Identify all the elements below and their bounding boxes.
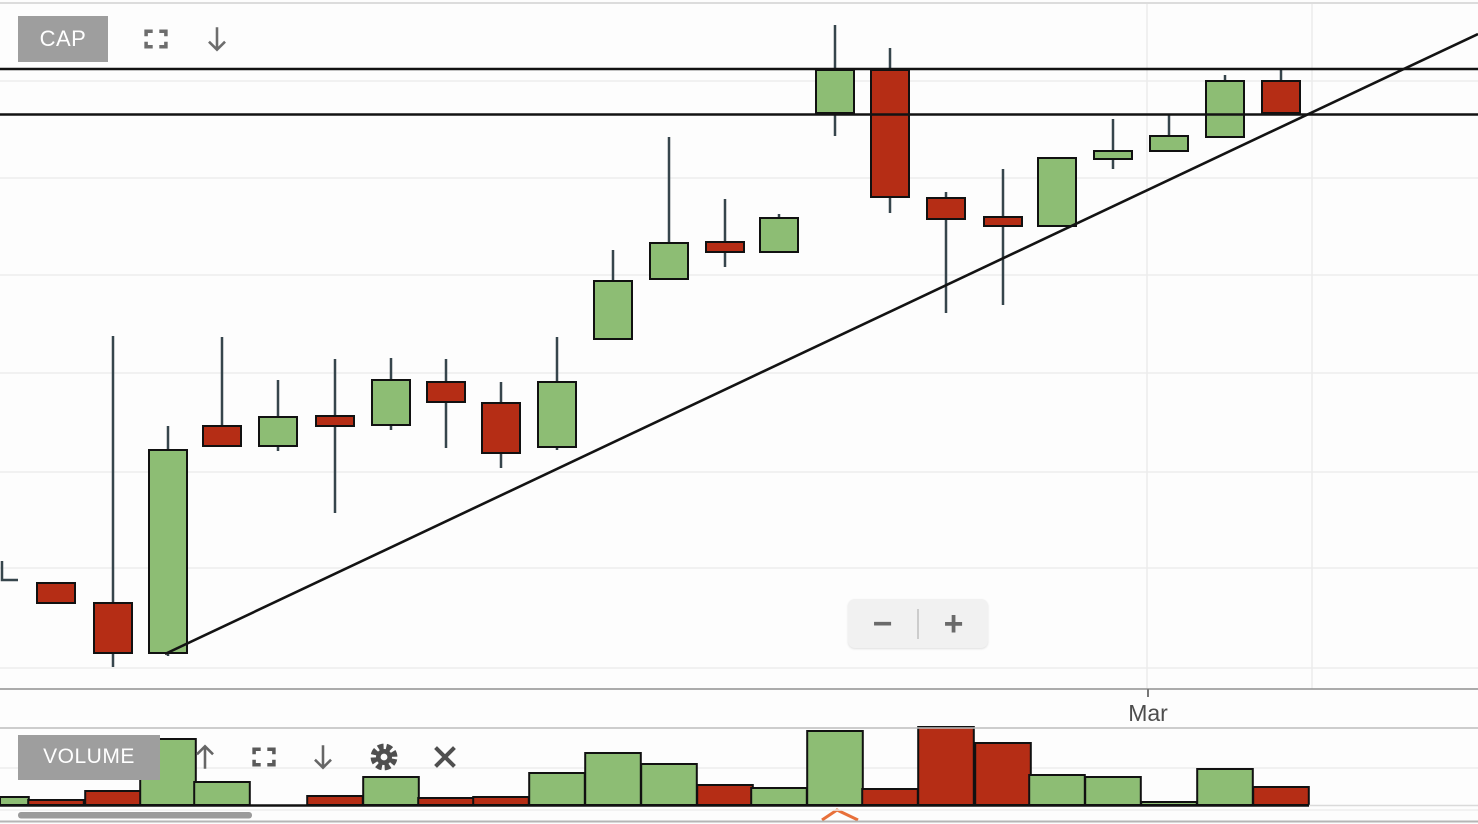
- candle-body-down: [926, 197, 966, 220]
- volume-bar-up: [0, 796, 30, 806]
- zoom-in-button[interactable]: +: [919, 599, 988, 648]
- volume-bar-up: [1028, 774, 1086, 806]
- volume-bar-up: [1084, 776, 1142, 806]
- partial-candle-mark: [0, 561, 18, 582]
- candle-body-down: [315, 415, 355, 427]
- candle-body-down: [481, 402, 521, 454]
- volume-bar-down: [1252, 786, 1310, 806]
- volume-bar-up: [1196, 768, 1254, 806]
- volume-bar-down: [974, 742, 1032, 806]
- volume-bar-down: [84, 790, 142, 806]
- main-pane-toolbar: CAP: [18, 15, 230, 63]
- candle-body-up: [593, 280, 633, 340]
- expand-volume-pane-icon[interactable]: [250, 746, 278, 768]
- move-pane-down-icon[interactable]: [204, 24, 230, 54]
- expand-icon: [252, 747, 276, 767]
- zoom-control-divider: [917, 608, 919, 639]
- expand-pane-icon[interactable]: [142, 28, 170, 50]
- candle-body-up: [815, 69, 855, 114]
- volume-bar-up: [362, 776, 420, 806]
- candle-body-up: [148, 449, 188, 654]
- candle-body-up: [759, 217, 799, 253]
- close-icon: [434, 746, 456, 768]
- candle-body-down: [36, 582, 76, 604]
- volume-badge[interactable]: VOLUME: [18, 734, 160, 780]
- gear-icon: [370, 743, 398, 771]
- zoom-control: − +: [848, 599, 988, 648]
- volume-bar-down: [917, 726, 975, 806]
- symbol-badge[interactable]: CAP: [18, 16, 108, 62]
- volume-bar-up: [640, 763, 698, 806]
- volume-bar-up: [750, 787, 808, 806]
- volume-bar-down: [306, 795, 364, 806]
- candle-body-up: [1037, 157, 1077, 227]
- candle-body-down: [705, 241, 745, 253]
- volume-bar-up: [528, 772, 586, 806]
- trendline[interactable]: [164, 32, 1478, 656]
- volume-pane-toolbar: VOLUME: [18, 733, 458, 781]
- candle-body-down: [202, 425, 242, 447]
- candle-body-up: [1149, 135, 1189, 152]
- volume-bar-up: [806, 730, 864, 806]
- volume-bar-down: [696, 784, 754, 806]
- volume-bar-down: [472, 796, 530, 806]
- volume-settings-icon[interactable]: [368, 741, 400, 773]
- candle-body-up: [258, 416, 298, 447]
- horizontal-scrollbar-thumb[interactable]: [18, 812, 252, 819]
- candle-body-down: [983, 216, 1023, 227]
- volume-bar-down: [861, 788, 919, 806]
- time-axis-month-label: Mar: [1128, 700, 1168, 726]
- candle-body-down: [93, 602, 133, 654]
- candle-body-down: [426, 381, 466, 403]
- candle-body-up: [537, 381, 577, 448]
- candle-body-up: [371, 379, 411, 426]
- volume-bar-down: [417, 797, 475, 806]
- candle-body-up: [649, 242, 689, 280]
- volume-bar-up: [584, 752, 642, 806]
- remove-volume-icon[interactable]: [432, 744, 458, 770]
- expand-icon: [144, 29, 168, 49]
- zoom-out-button[interactable]: −: [848, 599, 917, 648]
- move-pane-up-icon[interactable]: [192, 742, 218, 772]
- volume-bar-up: [193, 781, 251, 806]
- orange-indicator-line[interactable]: [821, 808, 859, 822]
- move-volume-pane-down-icon[interactable]: [310, 742, 336, 772]
- candle-body-up: [1093, 150, 1133, 160]
- arrow-down-icon: [314, 745, 332, 770]
- arrow-down-icon: [208, 27, 226, 52]
- candle-body-down: [1261, 80, 1301, 114]
- candle-body-down: [870, 69, 910, 198]
- arrow-up-icon: [196, 744, 214, 769]
- candle-body-up: [1205, 80, 1245, 138]
